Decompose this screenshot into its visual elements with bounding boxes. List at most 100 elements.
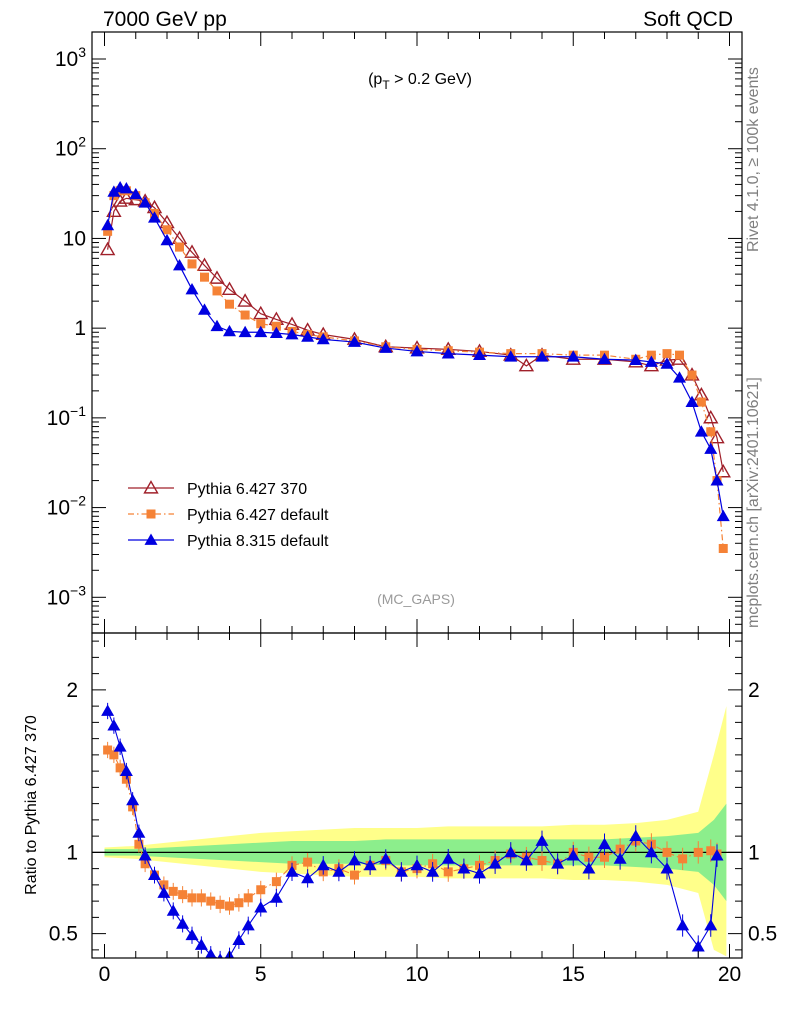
- ratio-point-s2-30: [441, 852, 455, 864]
- ratio-point-s2-20: [285, 865, 299, 877]
- data-point-s1-14: [253, 305, 269, 320]
- ratio-point-s2-40: [598, 837, 611, 850]
- data-point-s3-18: [316, 332, 330, 345]
- ratio-panel-data: [92, 702, 742, 958]
- data-point-s3-35: [710, 474, 724, 486]
- data-point-s3-19: [348, 335, 361, 347]
- ratio-point-s2-19: [269, 891, 283, 903]
- data-point-s3-36: [716, 509, 730, 522]
- data-point-s3-23: [473, 348, 486, 361]
- data-point-s1-25: [518, 357, 535, 372]
- y-tick-label-main-0: 10−3: [47, 582, 87, 609]
- ratio-point-s1-39: [584, 852, 594, 862]
- data-point-s2-7: [162, 225, 172, 235]
- data-point-s2-9: [187, 259, 197, 269]
- ratio-point-s2-17: [241, 919, 255, 931]
- data-point-s2-31: [675, 350, 684, 360]
- data-point-s1-12: [221, 281, 238, 296]
- legend-label-1: Pythia 6.427 370: [187, 481, 307, 498]
- data-point-s1-35: [703, 409, 719, 424]
- ratio-point-s1-19: [271, 877, 281, 887]
- legend: Pythia 6.427 370 Pythia 6.427 default Pyth…: [128, 480, 329, 550]
- x-tick-label-10: 10: [405, 963, 428, 986]
- data-point-s2-12: [225, 299, 234, 309]
- y-tick-label-ratio-1: 1: [66, 841, 78, 864]
- ratio-axis-label: Ratio to Pythia 6.427 370: [23, 715, 40, 895]
- ratio-point-s1-5: [134, 839, 144, 849]
- ratio-point-s2-13: [205, 948, 217, 958]
- ratio-point-s2-24: [348, 854, 361, 866]
- ratio-point-s2-38: [566, 849, 580, 861]
- ratio-point-s1-15: [225, 901, 234, 911]
- ratio-point-s2-2: [113, 740, 127, 752]
- ratio-point-s1-46: [693, 847, 703, 857]
- data-point-s2-34: [706, 427, 716, 437]
- watermark-label: (MC_GAPS): [377, 591, 455, 607]
- data-point-s3-9: [185, 282, 199, 295]
- data-point-s3-3: [119, 182, 133, 194]
- data-point-s3-21: [410, 344, 424, 357]
- ratio-point-s2-27: [394, 865, 408, 877]
- data-point-s2-11: [212, 286, 222, 296]
- ratio-point-s2-6: [138, 849, 152, 861]
- y-tick-label-ratio-2: 2: [66, 679, 78, 702]
- ratio-point-s2-29: [426, 865, 440, 877]
- ratio-point-s2-43: [644, 845, 658, 858]
- legend-marker-1: [143, 480, 159, 494]
- legend-label-3: Pythia 8.315 default: [187, 533, 329, 550]
- ratio-point-s1-13: [206, 896, 216, 906]
- data-point-s3-29: [644, 355, 658, 367]
- series-line-1: [107, 197, 724, 472]
- data-point-s3-16: [285, 327, 299, 340]
- ratio-point-s2-32: [473, 867, 486, 879]
- data-point-s3-15: [269, 326, 283, 339]
- ratio-point-s2-16: [232, 933, 246, 945]
- data-point-s1-0: [99, 241, 116, 256]
- axes-frame: [91, 31, 743, 959]
- chart-text: 0 5 10 15 20 10−3 10−2 10−1 1 10 102 103 0.5 0.5 1 1 2 2 (…: [23, 44, 777, 986]
- y-tick-label-ratio-right-2: 2: [748, 679, 760, 702]
- ratio-point-s2-10: [176, 917, 190, 929]
- ratio-point-s2-0: [101, 704, 115, 716]
- ratio-point-s2-8: [157, 886, 171, 898]
- ratio-point-s1-44: [662, 847, 672, 857]
- ratio-point-s2-21: [301, 871, 315, 884]
- y-tick-label-ratio-right-1: 1: [748, 841, 760, 864]
- ratio-frame: [91, 632, 743, 959]
- ratio-point-s1-14: [215, 899, 225, 909]
- y-tick-label-main-3: 1: [74, 317, 86, 340]
- y-tick-label-main-5: 102: [55, 134, 86, 161]
- ratio-uncertainty-band: [104, 706, 727, 957]
- ratio-point-s2-46: [691, 940, 705, 952]
- ratio-point-s1-18: [256, 885, 266, 895]
- data-point-s3-10: [198, 303, 211, 315]
- x-tick-label-15: 15: [562, 963, 585, 986]
- ratio-point-s1-47: [706, 846, 716, 856]
- y-tick-label-main-2: 10−1: [47, 403, 87, 430]
- ratio-point-s2-41: [613, 852, 627, 864]
- x-tick-label-5: 5: [255, 963, 267, 986]
- ratio-point-s2-26: [379, 852, 393, 864]
- data-point-s1-13: [237, 293, 253, 307]
- data-point-s3-24: [504, 350, 518, 362]
- ratio-point-s2-44: [660, 862, 674, 874]
- data-point-s3-25: [535, 350, 549, 362]
- data-point-s3-22: [441, 347, 455, 359]
- ratio-point-s2-34: [504, 845, 518, 858]
- ratio-point-s2-7: [148, 868, 161, 880]
- data-point-s2-33: [696, 397, 706, 407]
- data-point-s2-10: [200, 272, 209, 282]
- ratio-point-s2-4: [126, 793, 140, 806]
- data-point-s2-29: [646, 350, 656, 360]
- ratio-point-s2-3: [119, 764, 133, 776]
- data-point-s3-1: [107, 185, 121, 197]
- ratio-point-s2-45: [676, 919, 690, 931]
- data-point-s3-12: [223, 324, 236, 337]
- data-point-s3-4: [129, 187, 143, 200]
- ratio-point-s1-10: [178, 890, 188, 900]
- band-outer: [104, 706, 727, 957]
- data-point-s3-14: [254, 325, 268, 338]
- data-point-s3-0: [101, 218, 115, 231]
- ratio-point-s1-45: [678, 854, 688, 864]
